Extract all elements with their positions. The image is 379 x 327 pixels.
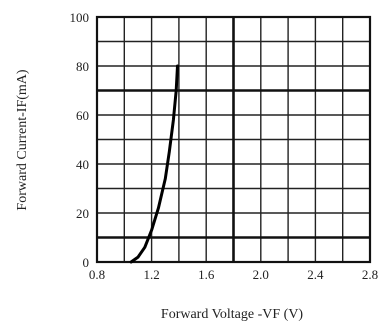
y-tick-label: 0 <box>83 255 90 270</box>
x-tick-label: 2.8 <box>362 267 378 282</box>
y-tick-label: 20 <box>76 206 89 221</box>
series-line <box>129 64 179 264</box>
y-axis-label: Forward Current-IF(mA) <box>15 69 30 210</box>
grid-major-lines <box>95 15 372 264</box>
x-tick-label: 1.6 <box>198 267 215 282</box>
x-tick-label: 1.2 <box>143 267 159 282</box>
series-layer <box>129 64 179 264</box>
y-tick-label: 100 <box>70 10 90 25</box>
y-tick-label: 80 <box>76 59 89 74</box>
plot-frame <box>95 15 372 264</box>
y-tick-label: 60 <box>76 108 89 123</box>
x-tick-label: 2.0 <box>253 267 269 282</box>
x-tick-label: 0.8 <box>89 267 105 282</box>
x-tick-label: 2.4 <box>307 267 324 282</box>
x-tick-labels: 0.8 1.2 1.6 2.0 2.4 2.8 <box>89 267 378 282</box>
y-tick-labels: 0 20 40 60 80 100 <box>70 10 90 270</box>
y-tick-label: 40 <box>76 157 89 172</box>
x-axis-label: Forward Voltage -VF (V) <box>161 307 304 322</box>
